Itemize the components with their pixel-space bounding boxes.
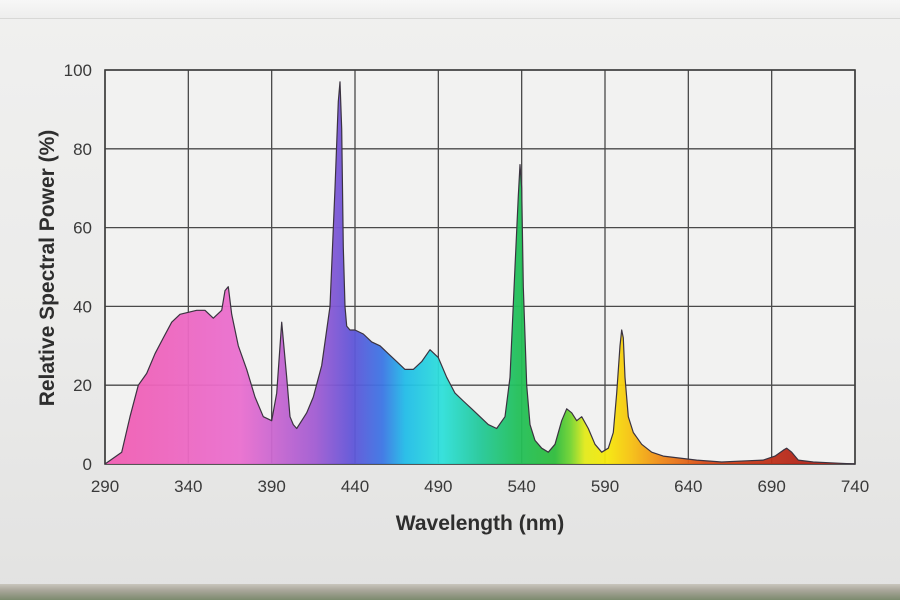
page-bottom-edge — [0, 584, 900, 600]
x-tick-label: 690 — [757, 477, 785, 496]
spectrum-area — [105, 81, 855, 465]
spectrum-outline — [104, 81, 856, 465]
x-tick-label: 490 — [424, 477, 452, 496]
y-tick-label: 40 — [73, 297, 92, 316]
y-tick-label: 0 — [83, 455, 92, 474]
y-tick-label: 100 — [64, 61, 92, 80]
y-tick-label: 80 — [73, 140, 92, 159]
x-tick-label: 390 — [257, 477, 285, 496]
x-tick-label: 290 — [91, 477, 119, 496]
x-tick-label: 340 — [174, 477, 202, 496]
x-tick-label: 440 — [341, 477, 369, 496]
series-layer — [104, 81, 856, 465]
x-tick-label: 740 — [841, 477, 869, 496]
x-tick-label: 640 — [674, 477, 702, 496]
y-axis-title: Relative Spectral Power (%) — [36, 130, 59, 407]
y-tick-label: 60 — [73, 219, 92, 238]
page-top-band — [0, 0, 900, 19]
y-tick-label: 20 — [73, 376, 92, 395]
x-tick-label: 590 — [591, 477, 619, 496]
tick-labels: 290 340 390 440 490 540 590 640 690 740 0 20 40 60 80 1… — [64, 61, 870, 496]
x-axis-title: Wavelength (nm) — [396, 512, 564, 535]
x-tick-label: 540 — [507, 477, 535, 496]
